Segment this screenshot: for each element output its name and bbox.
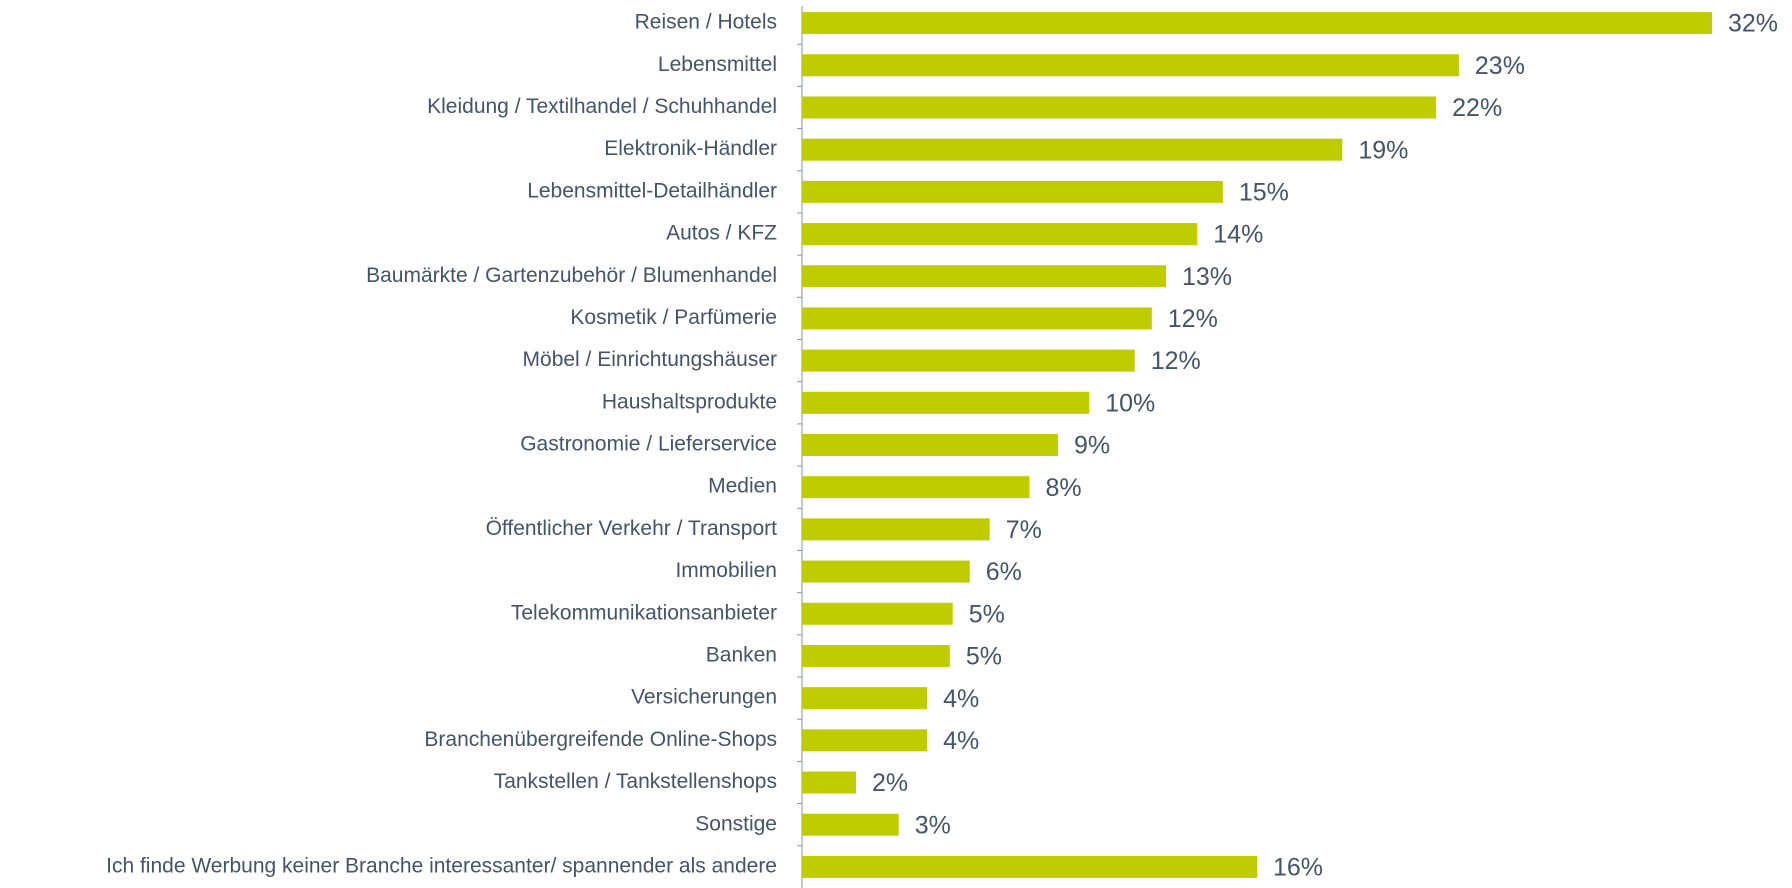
category-label: Reisen / Hotels xyxy=(635,11,777,34)
category-label: Öffentlicher Verkehr / Transport xyxy=(486,517,778,540)
bar xyxy=(802,54,1459,77)
value-label: 23% xyxy=(1475,52,1525,80)
bar xyxy=(802,265,1166,288)
value-label: 32% xyxy=(1728,10,1778,38)
bar xyxy=(802,602,953,625)
value-label: 6% xyxy=(986,558,1022,586)
bar xyxy=(802,349,1135,372)
value-label: 10% xyxy=(1105,389,1155,417)
category-label: Immobilien xyxy=(675,559,777,582)
value-label: 15% xyxy=(1239,178,1289,206)
category-label: Tankstellen / Tankstellenshops xyxy=(494,770,777,793)
bar xyxy=(802,771,857,794)
category-label: Baumärkte / Gartenzubehör / Blumenhandel xyxy=(366,264,777,287)
bar xyxy=(802,518,990,541)
category-label: Kleidung / Textilhandel / Schuhhandel xyxy=(427,95,777,118)
value-label: 12% xyxy=(1168,305,1218,333)
bar xyxy=(802,476,1030,499)
bar xyxy=(802,560,970,583)
value-label: 5% xyxy=(969,600,1005,628)
bar xyxy=(802,855,1257,878)
value-label: 9% xyxy=(1074,432,1110,460)
bar xyxy=(802,644,950,667)
bar xyxy=(802,180,1223,203)
value-label: 16% xyxy=(1273,854,1323,882)
value-label: 3% xyxy=(915,811,951,839)
category-label: Lebensmittel xyxy=(658,53,777,76)
value-label: 7% xyxy=(1006,516,1042,544)
category-label: Medien xyxy=(708,475,777,498)
value-label: 19% xyxy=(1358,136,1408,164)
bar xyxy=(802,687,928,710)
category-label: Lebensmittel-Detailhändler xyxy=(527,179,777,202)
bar xyxy=(802,307,1152,330)
value-label: 5% xyxy=(966,643,1002,671)
value-label: 8% xyxy=(1046,474,1082,502)
value-label: 4% xyxy=(943,727,979,755)
category-label: Möbel / Einrichtungshäuser xyxy=(523,348,777,371)
category-label: Sonstige xyxy=(695,812,777,835)
bar xyxy=(802,138,1343,161)
bar xyxy=(802,434,1058,456)
category-label: Gastronomie / Lieferservice xyxy=(520,433,777,456)
value-label: 12% xyxy=(1151,347,1201,375)
value-label: 13% xyxy=(1182,263,1232,291)
bar xyxy=(802,729,928,752)
category-label: Versicherungen xyxy=(631,686,777,709)
value-label: 2% xyxy=(872,769,908,797)
value-label: 4% xyxy=(943,685,979,713)
bar xyxy=(802,12,1712,35)
category-label: Ich finde Werbung keiner Branche interes… xyxy=(106,854,777,877)
category-label: Haushaltsprodukte xyxy=(602,390,777,413)
category-label: Branchenübergreifende Online-Shops xyxy=(424,728,777,751)
category-label: Elektronik-Händler xyxy=(604,137,777,160)
bar xyxy=(802,96,1437,119)
value-label: 22% xyxy=(1452,94,1502,122)
category-label: Kosmetik / Parfümerie xyxy=(570,306,777,329)
category-label: Banken xyxy=(706,643,777,666)
value-label: 14% xyxy=(1213,221,1263,249)
bar xyxy=(802,391,1090,414)
category-label: Autos / KFZ xyxy=(666,222,777,245)
bar xyxy=(802,223,1198,246)
bar xyxy=(802,813,899,836)
category-label: Telekommunikationsanbieter xyxy=(511,601,777,624)
